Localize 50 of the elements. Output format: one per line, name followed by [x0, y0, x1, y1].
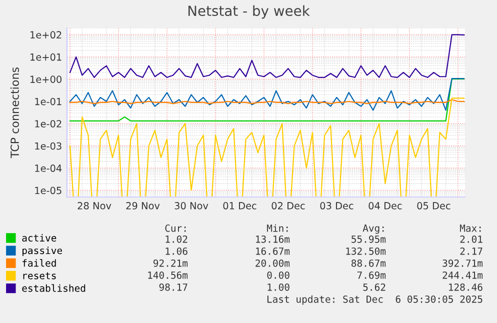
text: 13.16m	[256, 235, 290, 243]
y-tick-label: 1e-03	[35, 142, 62, 150]
text: Min:	[266, 224, 288, 232]
y-tick-label: 1e-02	[35, 120, 62, 128]
y-tick-label: 1e-05	[35, 186, 62, 194]
text: Last update: Sat Dec 6 05:30:05 2025	[267, 295, 482, 305]
y-tick-label: 1e+02	[30, 31, 62, 39]
text: 88.67m	[352, 259, 386, 267]
text: 92.21m	[153, 259, 188, 267]
text: Max:	[460, 224, 481, 232]
y-tick-label: 1e+01	[30, 53, 62, 61]
text: 1.02	[166, 235, 188, 243]
text: 1.06	[166, 247, 188, 255]
text: 7.69m	[357, 271, 386, 279]
y-tick-label: 1e+00	[30, 76, 62, 83]
text: 5.62	[363, 283, 386, 291]
x-tick-label: 02 Dec	[272, 202, 305, 210]
text: Cur:	[165, 224, 186, 232]
text: 244.41m	[442, 271, 483, 279]
legend-label: established	[22, 284, 86, 292]
text: 128.46	[449, 283, 482, 291]
legend-label: resets	[23, 272, 56, 280]
text: Avg:	[362, 224, 384, 234]
line-series	[69, 78, 465, 111]
x-tick-label: 05 Dec	[417, 202, 450, 210]
y-tick-label: 1e-04	[35, 164, 62, 172]
text: 140.56m	[148, 271, 188, 279]
text: 2.01	[460, 235, 482, 243]
text: 132.50m	[346, 247, 386, 255]
y-axis-title: TCP connections	[10, 67, 19, 158]
x-tick-label: 29 Nov	[126, 202, 160, 210]
text: 1.00	[268, 283, 290, 291]
x-tick-label: 04 Dec	[368, 202, 402, 210]
chart-title: Netstat - by week	[188, 5, 310, 19]
text: 2.17	[460, 247, 482, 255]
text: 20.00m	[256, 259, 290, 267]
x-tick-label: 30 Nov	[174, 202, 208, 210]
x-tick-label: 03 Dec	[320, 202, 354, 210]
legend-label: passive	[22, 246, 62, 256]
text: 16.67m	[256, 247, 290, 255]
text: 98.17	[159, 283, 188, 291]
line-series	[69, 34, 465, 78]
text: 55.95m	[352, 235, 386, 243]
legend-label: active	[22, 234, 56, 242]
x-tick-label: 28 Nov	[78, 202, 112, 210]
y-tick-label: 1e-01	[35, 98, 62, 106]
legend-label: failed	[22, 259, 56, 267]
text: 392.71m	[442, 259, 483, 267]
text: 0.00	[267, 271, 290, 279]
x-tick-label: 01 Dec	[223, 202, 256, 210]
